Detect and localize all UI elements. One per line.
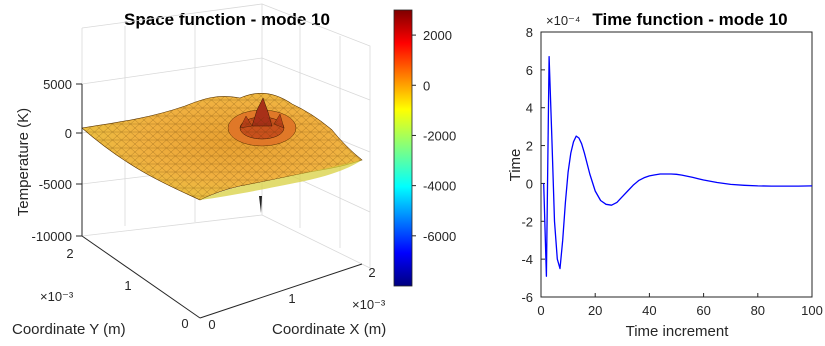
crater-mesh bbox=[240, 117, 284, 139]
line-series-0 bbox=[543, 55, 813, 277]
line-y-tick-label: 2 bbox=[526, 139, 533, 154]
line-y-ticks: 8 6 4 2 0 -2 -4 -6 bbox=[521, 25, 545, 305]
line-series bbox=[543, 55, 813, 277]
x-tick-label: 0 bbox=[208, 317, 215, 332]
line-y-tick-label: -6 bbox=[521, 290, 533, 305]
z-ticks: 5000 0 -5000 -10000 bbox=[32, 77, 82, 244]
line-x-ticks: 0 20 40 60 80 100 bbox=[537, 293, 823, 318]
line-y-tick-label: -4 bbox=[521, 252, 533, 267]
y-tick-label: 1 bbox=[124, 278, 131, 293]
z-axis: 5000 0 -5000 -10000 Temperature (K) bbox=[15, 77, 83, 244]
surface-mesh bbox=[82, 93, 362, 200]
line-y-tick-label: 4 bbox=[526, 101, 533, 116]
surface-chart: Space function - mode 10 5000 0 -5000 -1000… bbox=[12, 3, 456, 338]
line-y-tick-label: 8 bbox=[526, 25, 533, 40]
y-multiplier: ×10⁻³ bbox=[40, 289, 74, 304]
z-tick-label: 5000 bbox=[43, 77, 72, 92]
colorbar-tick-label: 2000 bbox=[423, 28, 452, 43]
line-plot-box bbox=[540, 31, 813, 298]
surface-front-edge bbox=[200, 160, 362, 200]
line-y-tick-label: -2 bbox=[521, 214, 533, 229]
surface-spike bbox=[259, 196, 262, 213]
line-y-tick-label: 0 bbox=[526, 176, 533, 191]
colorbar-tick-label: 0 bbox=[423, 78, 430, 93]
line-x-axis-label: Time increment bbox=[626, 323, 730, 340]
y-tick-label: 0 bbox=[181, 316, 188, 331]
surface-title: Space function - mode 10 bbox=[124, 10, 330, 29]
x-axis-label: Coordinate X (m) bbox=[272, 321, 386, 338]
x-tick-label: 2 bbox=[368, 265, 375, 280]
line-x-tick-label: 20 bbox=[588, 303, 602, 318]
line-x-tick-label: 80 bbox=[751, 303, 765, 318]
line-y-multiplier: ×10⁻⁴ bbox=[546, 13, 581, 28]
line-y-axis-label: Time bbox=[507, 149, 524, 182]
x-axis: 0 1 2 ×10⁻³ Coordinate X (m) bbox=[199, 263, 386, 338]
z-tick-label: 0 bbox=[65, 126, 72, 141]
x-multiplier: ×10⁻³ bbox=[352, 297, 386, 312]
y-tick-label: 2 bbox=[66, 246, 73, 261]
y-axis: 0 1 2 ×10⁻³ Coordinate Y (m) bbox=[12, 235, 201, 338]
x-ticks: 0 1 2 bbox=[208, 265, 375, 332]
line-chart: Time function - mode 10 ×10⁻⁴ 0 20 40 60 80 1… bbox=[507, 10, 823, 340]
y-ticks: 0 1 2 bbox=[66, 246, 188, 331]
z-axis-label: Temperature (K) bbox=[15, 108, 32, 216]
line-x-tick-label: 100 bbox=[801, 303, 823, 318]
line-x-tick-label: 60 bbox=[696, 303, 710, 318]
line-x-tick-label: 0 bbox=[537, 303, 544, 318]
colorbar-tick-label: -4000 bbox=[423, 179, 456, 194]
z-tick-label: -10000 bbox=[32, 229, 72, 244]
line-x-tick-label: 40 bbox=[642, 303, 656, 318]
x-tick-label: 1 bbox=[288, 291, 295, 306]
colorbar-tick-label: -2000 bbox=[423, 128, 456, 143]
colorbar-ticks: 2000 0 -2000 -4000 -6000 bbox=[412, 28, 456, 244]
line-y-tick-label: 6 bbox=[526, 63, 533, 78]
y-axis-label: Coordinate Y (m) bbox=[12, 321, 126, 338]
z-tick-label: -5000 bbox=[39, 177, 72, 192]
temperature-surface bbox=[81, 92, 363, 213]
colorbar: 2000 0 -2000 -4000 -6000 bbox=[393, 9, 456, 287]
colorbar-tick-label: -6000 bbox=[423, 229, 456, 244]
colorbar-gradient bbox=[393, 9, 413, 287]
line-title: Time function - mode 10 bbox=[592, 10, 787, 29]
